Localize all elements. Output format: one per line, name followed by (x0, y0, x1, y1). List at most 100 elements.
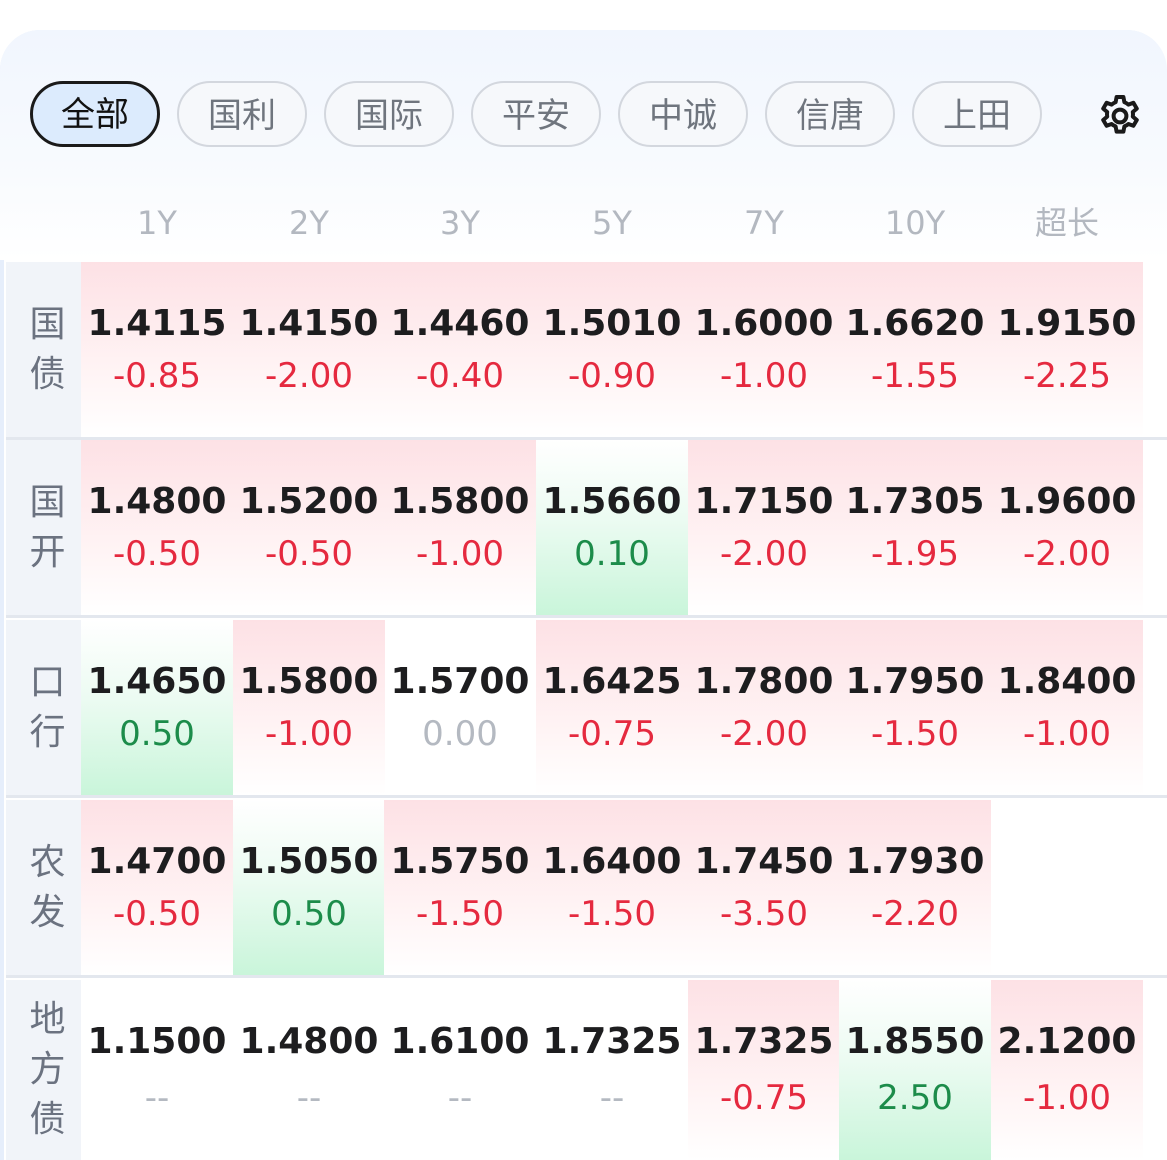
yield-cell[interactable]: 1.4800 -- (233, 980, 385, 1160)
yield-change: -0.50 (113, 534, 201, 574)
row-divider (6, 795, 1167, 798)
yield-value: 1.4150 (239, 303, 379, 344)
yield-cell[interactable]: 1.9150 -2.25 (991, 262, 1143, 437)
yield-cell[interactable]: 1.4700 -0.50 (81, 800, 233, 975)
gear-icon[interactable] (1096, 92, 1144, 140)
yield-value: 1.7325 (694, 1021, 834, 1062)
yield-cell[interactable]: 1.9600 -2.00 (991, 440, 1143, 615)
yield-cell[interactable]: 1.5200 -0.50 (233, 440, 385, 615)
yield-value: 1.4700 (87, 841, 227, 882)
yield-change: 2.50 (877, 1078, 953, 1118)
yield-cell[interactable]: 1.6620 -1.55 (839, 262, 991, 437)
row-divider (6, 975, 1167, 978)
yield-cell[interactable]: 1.4115 -0.85 (81, 262, 233, 437)
yield-cell[interactable]: 1.8400 -1.00 (991, 620, 1143, 795)
yield-cell[interactable]: 1.5050 0.50 (233, 800, 385, 975)
yield-cell[interactable]: 1.5660 0.10 (536, 440, 688, 615)
yield-cell[interactable]: 1.7930 -2.20 (839, 800, 991, 975)
yield-cell[interactable]: 1.7450 -3.50 (688, 800, 840, 975)
yield-cell[interactable]: 1.4460 -0.40 (384, 262, 536, 437)
tab-pingan[interactable]: 平安 (471, 81, 601, 147)
row-divider (6, 615, 1167, 618)
yield-cell[interactable]: 1.5800 -1.00 (384, 440, 536, 615)
yield-change: -2.00 (265, 356, 353, 396)
yield-board-card: 全部 国利 国际 平安 中诚 信唐 上田 1Y 2Y 3Y 5Y 7Y 10Y 超长 国债 1.… (0, 30, 1167, 1160)
yield-change: 0.00 (422, 714, 498, 754)
yield-cell[interactable]: 1.7305 -1.95 (839, 440, 991, 615)
column-header-1y: 1Y (137, 204, 177, 242)
yield-cell[interactable]: 1.6000 -1.00 (688, 262, 840, 437)
yield-value: 1.4800 (87, 481, 227, 522)
column-header-5y: 5Y (592, 204, 632, 242)
yield-cell[interactable]: 1.4800 -0.50 (81, 440, 233, 615)
tab-guoji[interactable]: 国际 (324, 81, 454, 147)
yield-value: 1.7305 (845, 481, 985, 522)
yield-change: -1.00 (720, 356, 808, 396)
tab-zhongcheng[interactable]: 中诚 (618, 81, 748, 147)
row-label-text: 农发 (29, 841, 66, 933)
yield-change: -2.20 (871, 894, 959, 934)
yield-change: -0.75 (720, 1078, 808, 1118)
yield-value: 1.7450 (694, 841, 834, 882)
yield-change: -- (599, 1078, 625, 1118)
yield-cell[interactable]: 1.4650 0.50 (81, 620, 233, 795)
yield-cell[interactable]: 1.6425 -0.75 (536, 620, 688, 795)
yield-change: -1.50 (568, 894, 656, 934)
yield-value: 1.5050 (239, 841, 379, 882)
column-header-7y: 7Y (744, 204, 784, 242)
yield-value: 1.4800 (239, 1021, 379, 1062)
yield-cell[interactable]: 1.5700 0.00 (384, 620, 536, 795)
yield-value: 2.1200 (997, 1021, 1137, 1062)
tab-xintang[interactable]: 信唐 (765, 81, 895, 147)
row-label[interactable]: 口行 (6, 620, 81, 795)
yield-change: -1.55 (871, 356, 959, 396)
yield-value: 1.7150 (694, 481, 834, 522)
yield-cell[interactable]: 1.7950 -1.50 (839, 620, 991, 795)
yield-cell[interactable]: 2.1200 -1.00 (991, 980, 1143, 1160)
yield-change: -1.50 (416, 894, 504, 934)
yield-value: 1.5800 (390, 481, 530, 522)
column-header-long: 超长 (1034, 204, 1099, 242)
yield-cell[interactable]: 1.5750 -1.50 (384, 800, 536, 975)
yield-cell[interactable]: 1.7800 -2.00 (688, 620, 840, 795)
yield-change: -3.50 (720, 894, 808, 934)
column-header-2y: 2Y (289, 204, 329, 242)
yield-cell[interactable]: 1.1500 -- (81, 980, 233, 1160)
yield-change: -0.50 (113, 894, 201, 934)
tab-all[interactable]: 全部 (30, 81, 160, 147)
yield-value: 1.7800 (694, 661, 834, 702)
row-label[interactable]: 农发 (6, 800, 81, 975)
yield-cell[interactable]: 1.6100 -- (384, 980, 536, 1160)
yield-cell[interactable]: 1.7325 -- (536, 980, 688, 1160)
yield-cell[interactable]: 1.5800 -1.00 (233, 620, 385, 795)
yield-cell[interactable]: 1.6400 -1.50 (536, 800, 688, 975)
yield-change: -1.00 (265, 714, 353, 754)
tab-guoli[interactable]: 国利 (177, 81, 307, 147)
yield-value: 1.9150 (997, 303, 1137, 344)
row-label[interactable]: 国债 (6, 262, 81, 437)
yield-change: -1.50 (871, 714, 959, 754)
yield-change: -2.25 (1023, 356, 1111, 396)
yield-cell[interactable]: 1.8550 2.50 (839, 980, 991, 1160)
yield-change: 0.50 (119, 714, 195, 754)
yield-value: 1.4460 (390, 303, 530, 344)
yield-cell[interactable]: 1.7325 -0.75 (688, 980, 840, 1160)
column-header-10y: 10Y (884, 204, 946, 242)
tab-shangtian[interactable]: 上田 (912, 81, 1042, 147)
yield-value: 1.6400 (542, 841, 682, 882)
yield-value: 1.9600 (997, 481, 1137, 522)
yield-change: -0.50 (265, 534, 353, 574)
column-header-3y: 3Y (440, 204, 480, 242)
row-label-text: 国开 (29, 481, 66, 573)
row-label[interactable]: 国开 (6, 440, 81, 615)
yield-cell[interactable]: 1.4150 -2.00 (233, 262, 385, 437)
row-label[interactable]: 地方债 (6, 980, 81, 1160)
yield-value: 1.5660 (542, 481, 682, 522)
yield-cell[interactable]: 1.5010 -0.90 (536, 262, 688, 437)
yield-change: -0.90 (568, 356, 656, 396)
yield-value: 1.7325 (542, 1021, 682, 1062)
yield-change: 0.10 (574, 534, 650, 574)
yield-cell[interactable]: 1.7150 -2.00 (688, 440, 840, 615)
yield-value: 1.5200 (239, 481, 379, 522)
yield-value: 1.8400 (997, 661, 1137, 702)
